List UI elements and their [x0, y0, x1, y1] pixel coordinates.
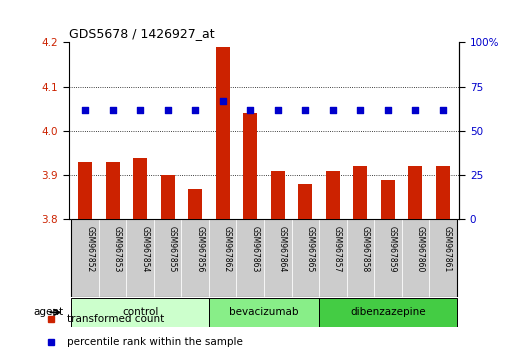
Text: GDS5678 / 1426927_at: GDS5678 / 1426927_at: [69, 27, 214, 40]
Bar: [188, 188, 202, 219]
Text: control: control: [122, 307, 158, 318]
Bar: [182, 219, 209, 297]
Bar: [326, 171, 340, 219]
Text: GSM967859: GSM967859: [388, 226, 397, 272]
Text: GSM967853: GSM967853: [112, 226, 121, 272]
Point: [411, 107, 420, 113]
Bar: [216, 47, 230, 219]
Point: [191, 107, 200, 113]
Point: [439, 107, 447, 113]
Bar: [319, 219, 346, 297]
Bar: [78, 162, 92, 219]
Point: [136, 107, 144, 113]
Text: GSM967865: GSM967865: [305, 226, 314, 272]
Bar: [346, 219, 374, 297]
Bar: [381, 179, 395, 219]
Text: GSM967856: GSM967856: [195, 226, 204, 272]
Bar: [99, 219, 126, 297]
Bar: [429, 219, 457, 297]
Text: GSM967854: GSM967854: [140, 226, 149, 272]
Bar: [291, 219, 319, 297]
Bar: [402, 219, 429, 297]
Point: [301, 107, 309, 113]
Bar: [271, 171, 285, 219]
Point: [108, 107, 117, 113]
Text: transformed count: transformed count: [67, 314, 164, 324]
Bar: [161, 175, 175, 219]
Point: [328, 107, 337, 113]
Bar: [71, 219, 99, 297]
Point: [246, 107, 254, 113]
Bar: [237, 219, 264, 297]
Text: GSM967858: GSM967858: [360, 226, 369, 272]
Text: GSM967852: GSM967852: [85, 226, 94, 272]
Point: [219, 98, 227, 104]
Point: [384, 107, 392, 113]
Text: GSM967863: GSM967863: [250, 226, 259, 272]
Bar: [126, 219, 154, 297]
Point: [356, 107, 364, 113]
Bar: [106, 162, 119, 219]
Bar: [409, 166, 422, 219]
Bar: [154, 219, 182, 297]
Bar: [436, 166, 450, 219]
Text: GSM967861: GSM967861: [443, 226, 452, 272]
Bar: [264, 219, 291, 297]
Text: GSM967864: GSM967864: [278, 226, 287, 272]
Bar: [133, 158, 147, 219]
Text: bevacizumab: bevacizumab: [229, 307, 299, 318]
Bar: [374, 219, 402, 297]
Bar: [243, 113, 257, 219]
Point: [274, 107, 282, 113]
Bar: [71, 298, 209, 327]
Text: GSM967860: GSM967860: [416, 226, 425, 272]
Point: [164, 107, 172, 113]
Bar: [298, 184, 312, 219]
Point: [81, 107, 89, 113]
Text: percentile rank within the sample: percentile rank within the sample: [67, 337, 242, 347]
Text: GSM967855: GSM967855: [168, 226, 177, 272]
Bar: [209, 298, 319, 327]
Text: GSM967857: GSM967857: [333, 226, 342, 272]
Bar: [319, 298, 457, 327]
Text: dibenzazepine: dibenzazepine: [350, 307, 426, 318]
Text: GSM967862: GSM967862: [223, 226, 232, 272]
Bar: [353, 166, 367, 219]
Text: agent: agent: [33, 307, 63, 318]
Bar: [209, 219, 237, 297]
